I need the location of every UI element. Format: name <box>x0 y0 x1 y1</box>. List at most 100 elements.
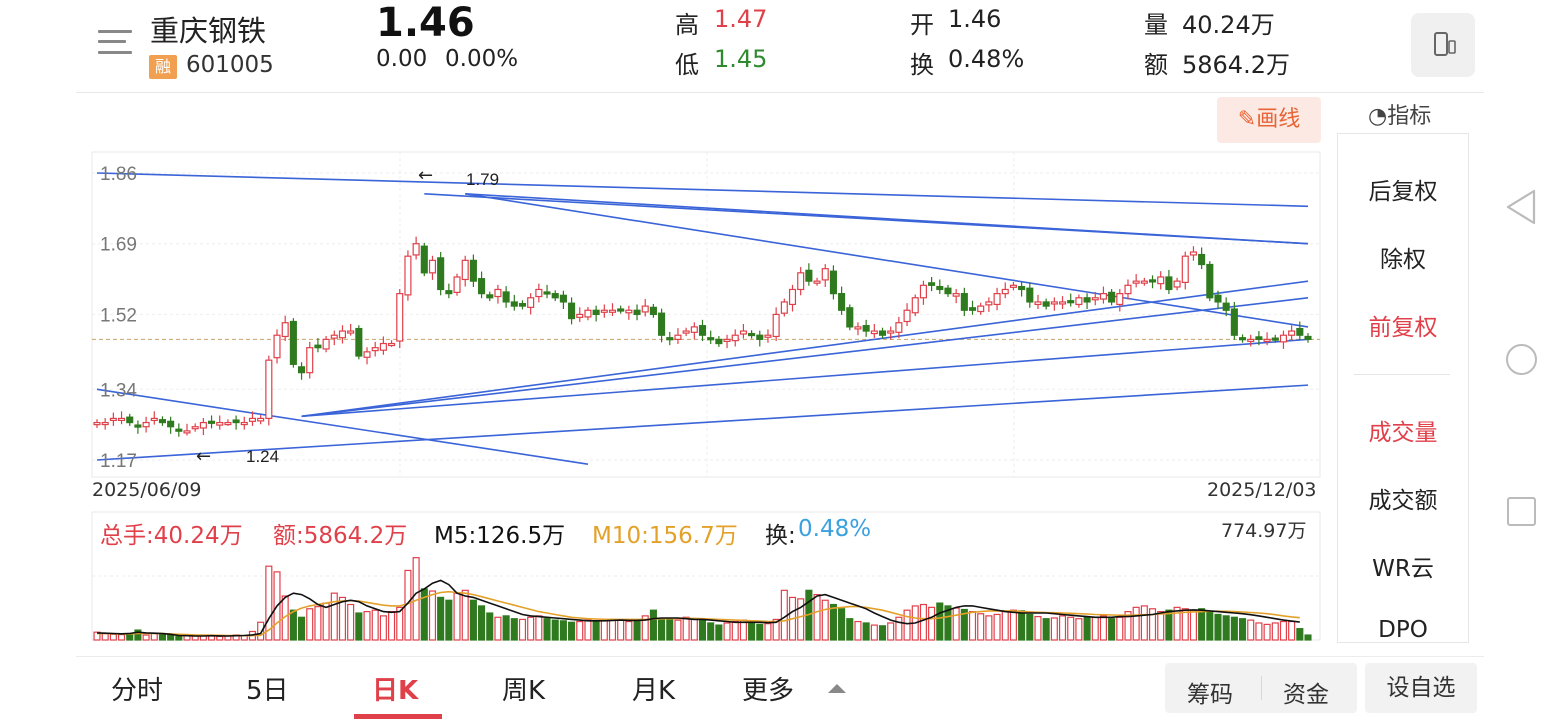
candle-up <box>813 280 821 284</box>
draw-line-button[interactable]: ✎画线 <box>1217 97 1321 143</box>
candle-down <box>1026 287 1034 303</box>
rp-item-amount[interactable]: 成交额 <box>1368 488 1438 514</box>
volume-bar-down <box>1296 628 1304 641</box>
tab-weekly-k[interactable]: 周K <box>502 676 546 706</box>
volume-bar-up <box>1124 611 1132 641</box>
candle-up <box>412 243 420 256</box>
candle-down <box>944 287 952 295</box>
back-icon[interactable] <box>1506 189 1538 225</box>
chips-button[interactable]: 筹码 <box>1187 682 1233 708</box>
candle-up <box>985 301 993 306</box>
recent-apps-icon[interactable] <box>1507 497 1536 526</box>
min-price-annotation: 1.24 <box>246 447 279 466</box>
volume-bar-down <box>559 620 567 641</box>
candle-up <box>584 309 592 318</box>
candle-down <box>805 269 813 282</box>
volume-bar-up <box>388 611 396 641</box>
volume-bar-down <box>944 605 952 641</box>
candle-up <box>306 347 314 374</box>
volume-bar-down <box>838 608 846 641</box>
candle-up <box>1034 301 1042 306</box>
candle-down <box>617 308 625 312</box>
tab-5day[interactable]: 5日 <box>246 676 289 706</box>
candle-down <box>1198 253 1206 266</box>
candle-up <box>199 421 207 429</box>
volume-bar-up <box>993 613 1001 641</box>
device-toggle-button[interactable] <box>1411 13 1475 77</box>
m5-line <box>96 579 1300 637</box>
candle-up <box>183 430 191 434</box>
volume-bar-down <box>846 618 854 641</box>
rp-item-ex-rights[interactable]: 除权 <box>1380 247 1426 273</box>
turnover-value: 0.48% <box>948 45 1025 73</box>
volume-bar-up <box>928 606 936 641</box>
candle-down <box>698 325 707 336</box>
candle-down <box>658 312 666 336</box>
volume-bar-up <box>347 603 355 641</box>
candle-up <box>895 322 903 333</box>
candle-up <box>952 293 960 297</box>
candle-up <box>903 309 911 323</box>
volume-bar-up <box>150 633 158 641</box>
funds-button[interactable]: 资金 <box>1283 682 1329 708</box>
volume-bar-up <box>1140 605 1148 641</box>
candle-up <box>772 313 780 338</box>
tab-monthly-k[interactable]: 月K <box>632 676 676 706</box>
volume-bar-down <box>543 618 551 641</box>
volume-bar-down <box>1206 611 1214 641</box>
tab-more[interactable]: 更多 <box>742 676 795 706</box>
add-watchlist-button[interactable]: 设自选 <box>1365 663 1477 713</box>
volume-bar-up <box>1279 620 1287 641</box>
candle-down <box>878 330 887 336</box>
menu-icon[interactable] <box>98 30 132 56</box>
candle-up <box>101 421 109 426</box>
rp-item-post-adjust[interactable]: 后复权 <box>1368 179 1438 205</box>
volume-bar-up <box>617 619 625 641</box>
volume-bar-up <box>338 596 347 641</box>
rp-item-dpo[interactable]: DPO <box>1378 617 1428 643</box>
rp-item-volume[interactable]: 成交量 <box>1368 420 1438 446</box>
candle-down <box>756 334 764 340</box>
candle-up <box>764 334 772 338</box>
rp-item-pre-adjust[interactable]: 前复权 <box>1368 315 1438 341</box>
volume-bar-up <box>142 634 150 641</box>
caret-up-icon[interactable] <box>828 684 846 693</box>
candle-down <box>1230 308 1238 336</box>
volume-bar-down <box>666 618 674 641</box>
candle-up <box>1157 276 1165 285</box>
home-icon[interactable] <box>1506 344 1537 375</box>
candle-down <box>592 309 600 316</box>
volume-bar-down <box>658 618 666 641</box>
tab-intraday[interactable]: 分时 <box>111 676 164 706</box>
candle-up <box>608 309 617 313</box>
candle-down <box>1214 294 1222 303</box>
volume-bar-up <box>1091 616 1099 641</box>
candle-down <box>1083 297 1091 303</box>
volume-bar-up <box>870 624 878 641</box>
candle-down <box>437 257 445 291</box>
phone-icon <box>1434 32 1456 56</box>
indicator-button[interactable]: ◔指标 <box>1368 98 1431 130</box>
volume-bar-down <box>698 619 707 641</box>
candle-down <box>314 344 322 349</box>
volume-label: 量 <box>1144 11 1168 39</box>
stock-name: 重庆钢铁 <box>150 14 267 48</box>
volume-bar-up <box>1116 616 1124 641</box>
volume-amount-label: 额:5864.2万 <box>273 523 408 549</box>
tab-daily-k[interactable]: 日K <box>372 676 419 706</box>
candle-up <box>396 293 404 342</box>
volume-bar-up <box>93 631 101 641</box>
volume-bar-down <box>707 622 715 641</box>
candle-down <box>1255 336 1263 340</box>
volume-bar-down <box>1083 616 1091 641</box>
volume-bar-up <box>1181 608 1189 641</box>
volume-bar-down <box>1214 613 1222 641</box>
volume-bar-down <box>289 609 297 641</box>
candle-down <box>936 285 944 291</box>
rp-item-wr[interactable]: WR云 <box>1372 556 1434 582</box>
candle-up <box>1099 293 1107 300</box>
margin-badge: 融 <box>149 55 177 79</box>
open-label: 开 <box>910 11 934 39</box>
volume-bar-up <box>1099 615 1107 641</box>
